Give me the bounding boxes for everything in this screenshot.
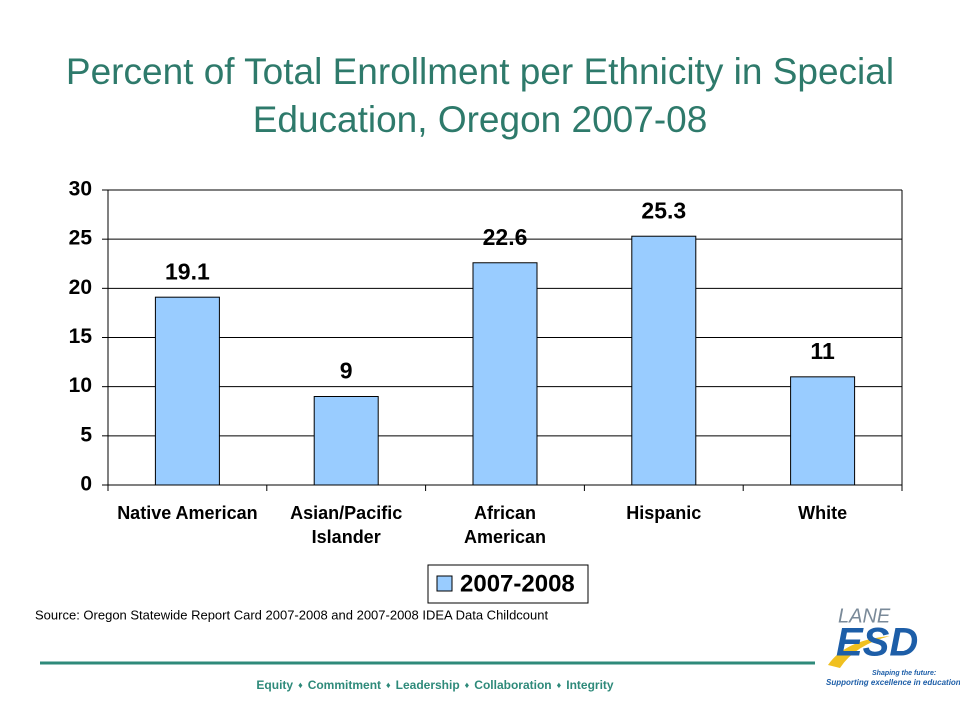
separator: ♦ (552, 680, 567, 690)
data-label: 22.6 (483, 224, 528, 250)
bar (154, 296, 220, 486)
x-tick-label: Native American (117, 503, 257, 523)
y-tick-label: 0 (80, 473, 92, 496)
data-label: 19.1 (165, 258, 210, 284)
legend-box (427, 564, 589, 604)
x-tick-label: Hispanic (626, 503, 701, 523)
y-tick-label: 30 (69, 178, 92, 201)
bar (472, 262, 538, 486)
data-label: 25.3 (641, 197, 686, 223)
bar (631, 235, 697, 486)
separator: ♦ (293, 680, 308, 690)
y-tick-label: 25 (69, 227, 93, 250)
x-tick-label: African (474, 503, 536, 523)
chart-title: Percent of Total Enrollment per Ethnicit… (65, 51, 895, 140)
footer-value: Leadership (396, 678, 460, 692)
data-label: 11 (810, 338, 835, 364)
y-tick-label: 15 (69, 325, 93, 348)
footer-value: Equity (256, 678, 293, 692)
footer-value: Collaboration (474, 678, 551, 692)
legend-swatch (436, 575, 453, 592)
footer-values: Equity ♦ Commitment ♦ Leadership ♦ Colla… (256, 678, 613, 692)
y-tick-label: 5 (80, 423, 92, 446)
separator: ♦ (381, 680, 396, 690)
legend-label: 2007-2008 (460, 570, 575, 597)
y-tick-label: 10 (69, 374, 92, 397)
y-tick-label: 20 (69, 276, 92, 299)
separator: ♦ (460, 680, 475, 690)
logo-swoosh (828, 636, 890, 668)
logo-top: LANE (838, 605, 891, 627)
logo-tagline: Shaping the future: (872, 670, 936, 677)
x-tick-label: White (798, 503, 847, 523)
x-tick-label: Asian/Pacific (290, 503, 402, 523)
logo-tagline: Supporting excellence in education (826, 678, 960, 687)
source-note: Source: Oregon Statewide Report Card 200… (35, 607, 548, 622)
x-tick-label: Islander (312, 527, 381, 547)
footer-value: Commitment (308, 678, 381, 692)
x-tick-label: American (464, 527, 546, 547)
bar (790, 376, 856, 486)
data-label: 9 (340, 358, 353, 384)
bar (313, 396, 379, 486)
logo-main: ESD (836, 621, 918, 665)
footer-value: Integrity (566, 678, 614, 692)
